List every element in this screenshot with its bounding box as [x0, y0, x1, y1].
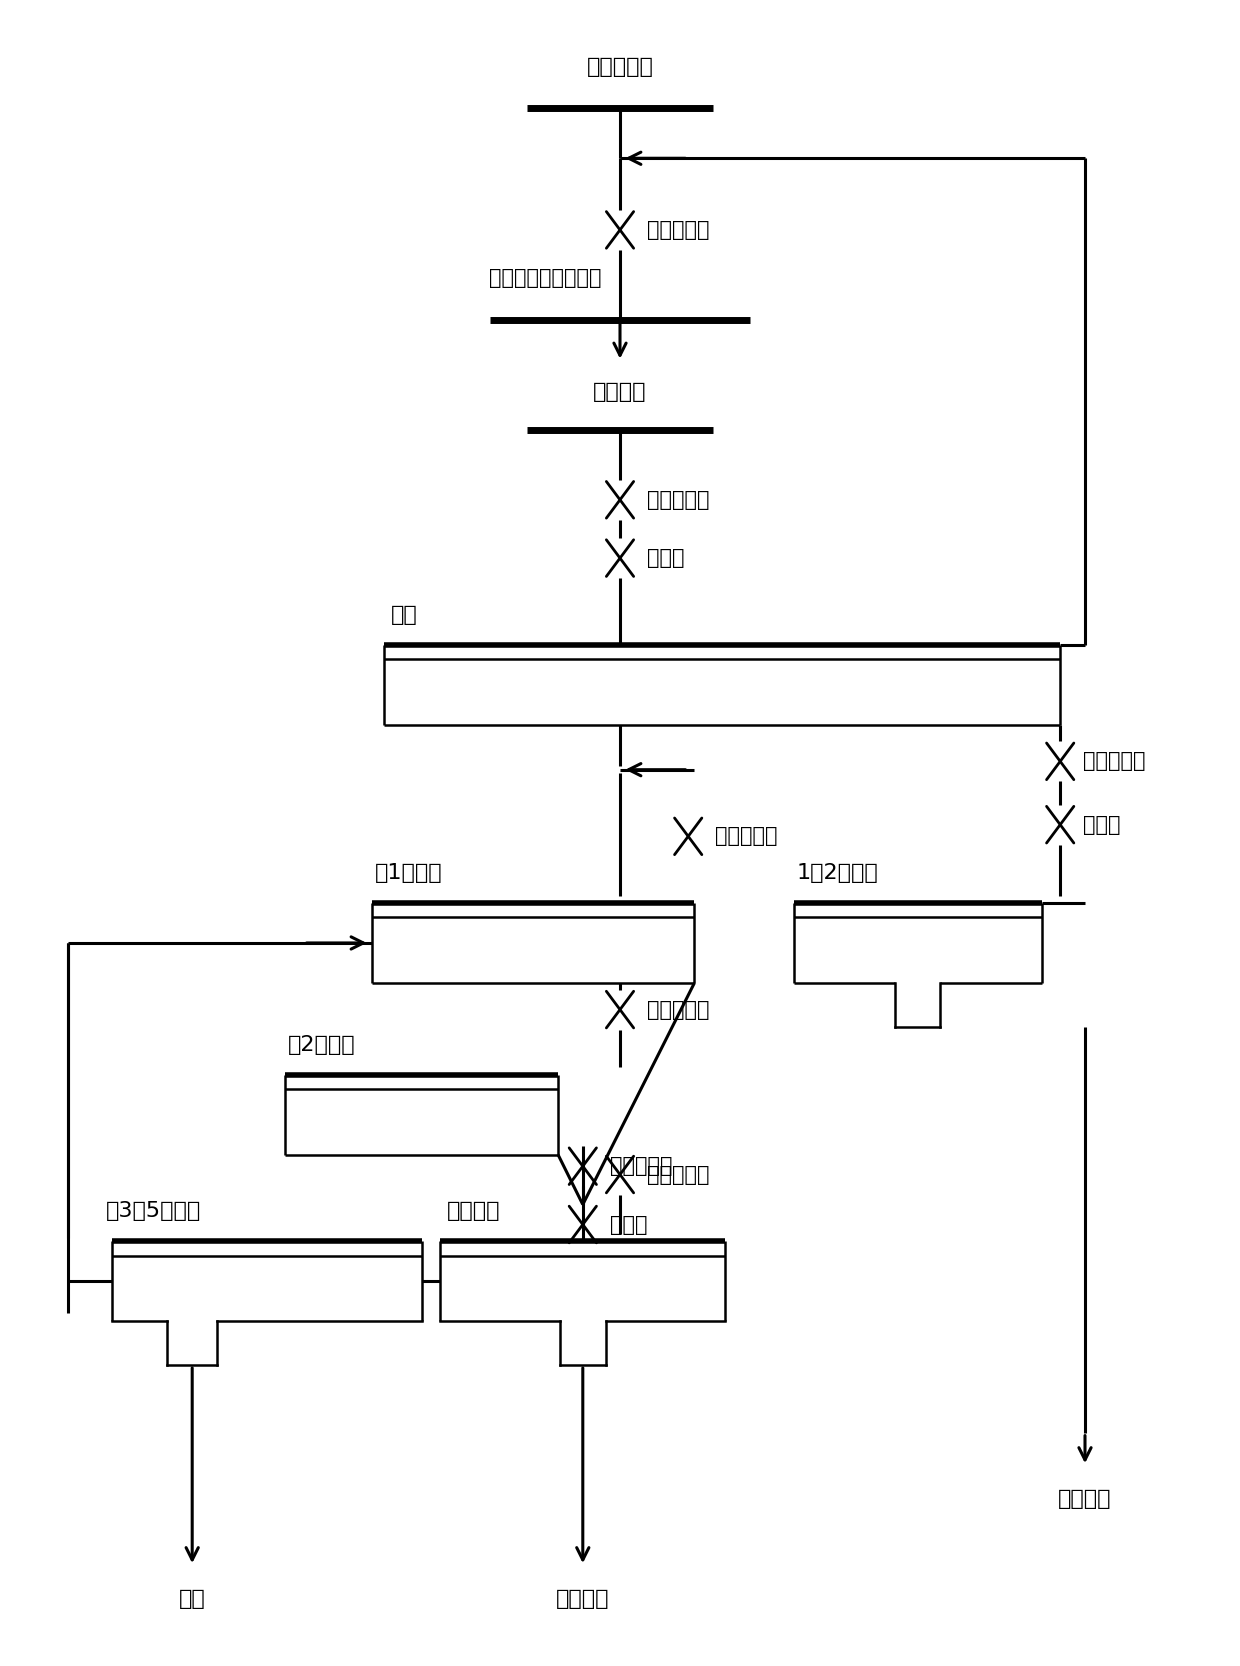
Text: 中矿再选: 中矿再选: [446, 1201, 500, 1221]
Text: 第二调整剂: 第二调整剂: [647, 1165, 709, 1185]
Text: 捕收剂: 捕收剂: [610, 1215, 647, 1235]
Text: 第二调整剂: 第二调整剂: [647, 490, 709, 510]
Text: 第1次精选: 第1次精选: [374, 863, 443, 883]
Text: 第二调整剂: 第二调整剂: [647, 1000, 709, 1020]
Text: 第二调整剂: 第二调整剂: [715, 826, 777, 846]
Text: 第3～5次精选: 第3～5次精选: [105, 1201, 201, 1221]
Text: 1～2次扫选: 1～2次扫选: [796, 863, 878, 883]
Text: 捕收剂: 捕收剂: [1083, 815, 1120, 835]
Text: 精矿: 精矿: [179, 1589, 206, 1609]
Text: 第一尾矿: 第一尾矿: [1058, 1489, 1112, 1509]
Text: 第二尾矿: 第二尾矿: [556, 1589, 610, 1609]
Text: 第2次精选: 第2次精选: [288, 1035, 356, 1055]
Text: 粗选: 粗选: [391, 605, 418, 625]
Text: 海底沉积物: 海底沉积物: [587, 57, 653, 77]
Text: 第二调整剂: 第二调整剂: [610, 1156, 672, 1176]
Text: 浮选给矿: 浮选给矿: [593, 382, 647, 402]
Text: 第二调整剂: 第二调整剂: [1083, 751, 1145, 771]
Text: 第一调整剂: 第一调整剂: [647, 220, 709, 240]
Text: 预处理（加热搅拌）: 预处理（加热搅拌）: [489, 268, 601, 288]
Text: 捕收剂: 捕收剂: [647, 548, 684, 568]
